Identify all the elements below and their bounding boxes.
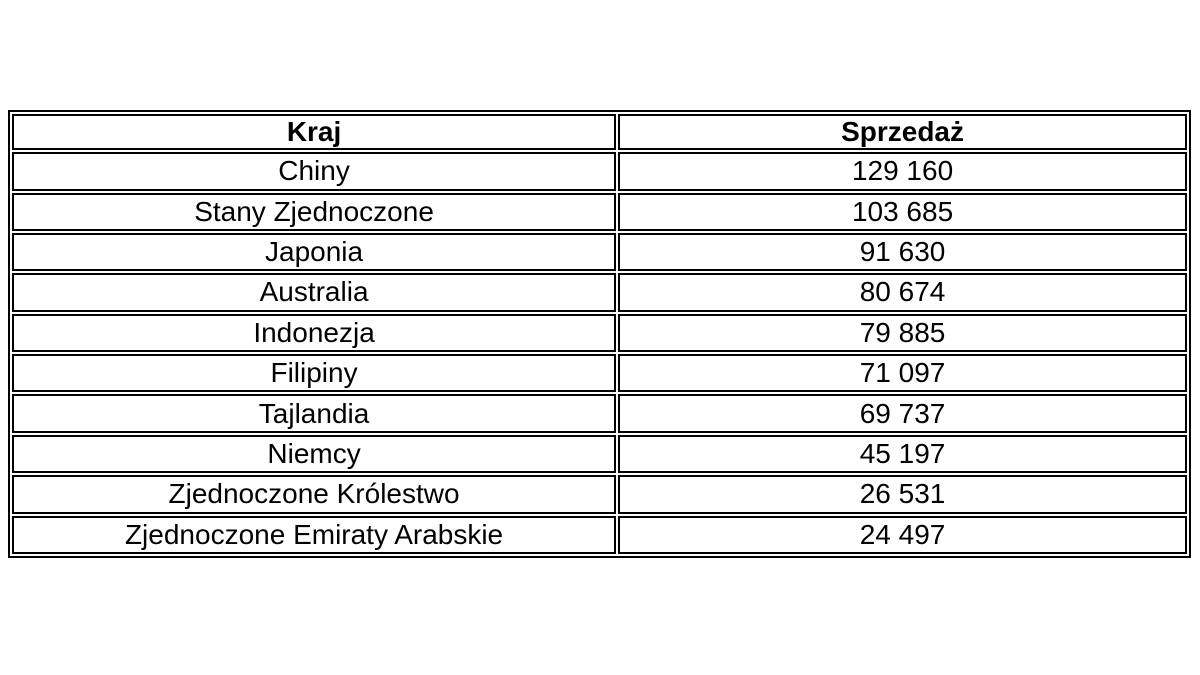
country-cell: Tajlandia bbox=[12, 394, 617, 433]
sales-value-cell: 71 097 bbox=[618, 354, 1187, 393]
table-row: Stany Zjednoczone 103 685 bbox=[12, 192, 1187, 231]
country-cell: Australia bbox=[12, 273, 617, 312]
sales-value-cell: 69 737 bbox=[618, 394, 1187, 433]
country-cell: Stany Zjednoczone bbox=[12, 192, 617, 231]
country-cell: Filipiny bbox=[12, 354, 617, 393]
column-header-sales: Sprzedaż bbox=[618, 114, 1187, 151]
sales-value-cell: 45 197 bbox=[618, 434, 1187, 474]
sales-value-cell: 129 160 bbox=[618, 152, 1187, 191]
table-row: Tajlandia 69 737 bbox=[12, 394, 1187, 433]
country-cell: Chiny bbox=[12, 152, 617, 191]
table-row: Indonezja 79 885 bbox=[12, 313, 1187, 353]
header-row: Kraj Sprzedaż bbox=[12, 114, 1187, 151]
table-row: Zjednoczone Emiraty Arabskie 24 497 bbox=[12, 515, 1187, 554]
sales-value-cell: 80 674 bbox=[618, 273, 1187, 312]
sales-value-cell: 79 885 bbox=[618, 313, 1187, 353]
column-header-country: Kraj bbox=[12, 114, 617, 151]
sales-value-cell: 24 497 bbox=[618, 515, 1187, 554]
table-row: Australia 80 674 bbox=[12, 273, 1187, 312]
sales-value-cell: 103 685 bbox=[618, 192, 1187, 231]
table-row: Chiny 129 160 bbox=[12, 152, 1187, 191]
country-cell: Indonezja bbox=[12, 313, 617, 353]
country-cell: Zjednoczone Emiraty Arabskie bbox=[12, 515, 617, 554]
sales-value-cell: 91 630 bbox=[618, 232, 1187, 272]
table-row: Japonia 91 630 bbox=[12, 232, 1187, 272]
country-cell: Niemcy bbox=[12, 434, 617, 474]
sales-value-cell: 26 531 bbox=[618, 475, 1187, 514]
table-row: Filipiny 71 097 bbox=[12, 354, 1187, 393]
country-cell: Zjednoczone Królestwo bbox=[12, 475, 617, 514]
country-cell: Japonia bbox=[12, 232, 617, 272]
table-row: Zjednoczone Królestwo 26 531 bbox=[12, 475, 1187, 514]
table-row: Niemcy 45 197 bbox=[12, 434, 1187, 474]
sales-by-country-table: Kraj Sprzedaż Chiny 129 160 Stany Zjedno… bbox=[8, 110, 1191, 558]
